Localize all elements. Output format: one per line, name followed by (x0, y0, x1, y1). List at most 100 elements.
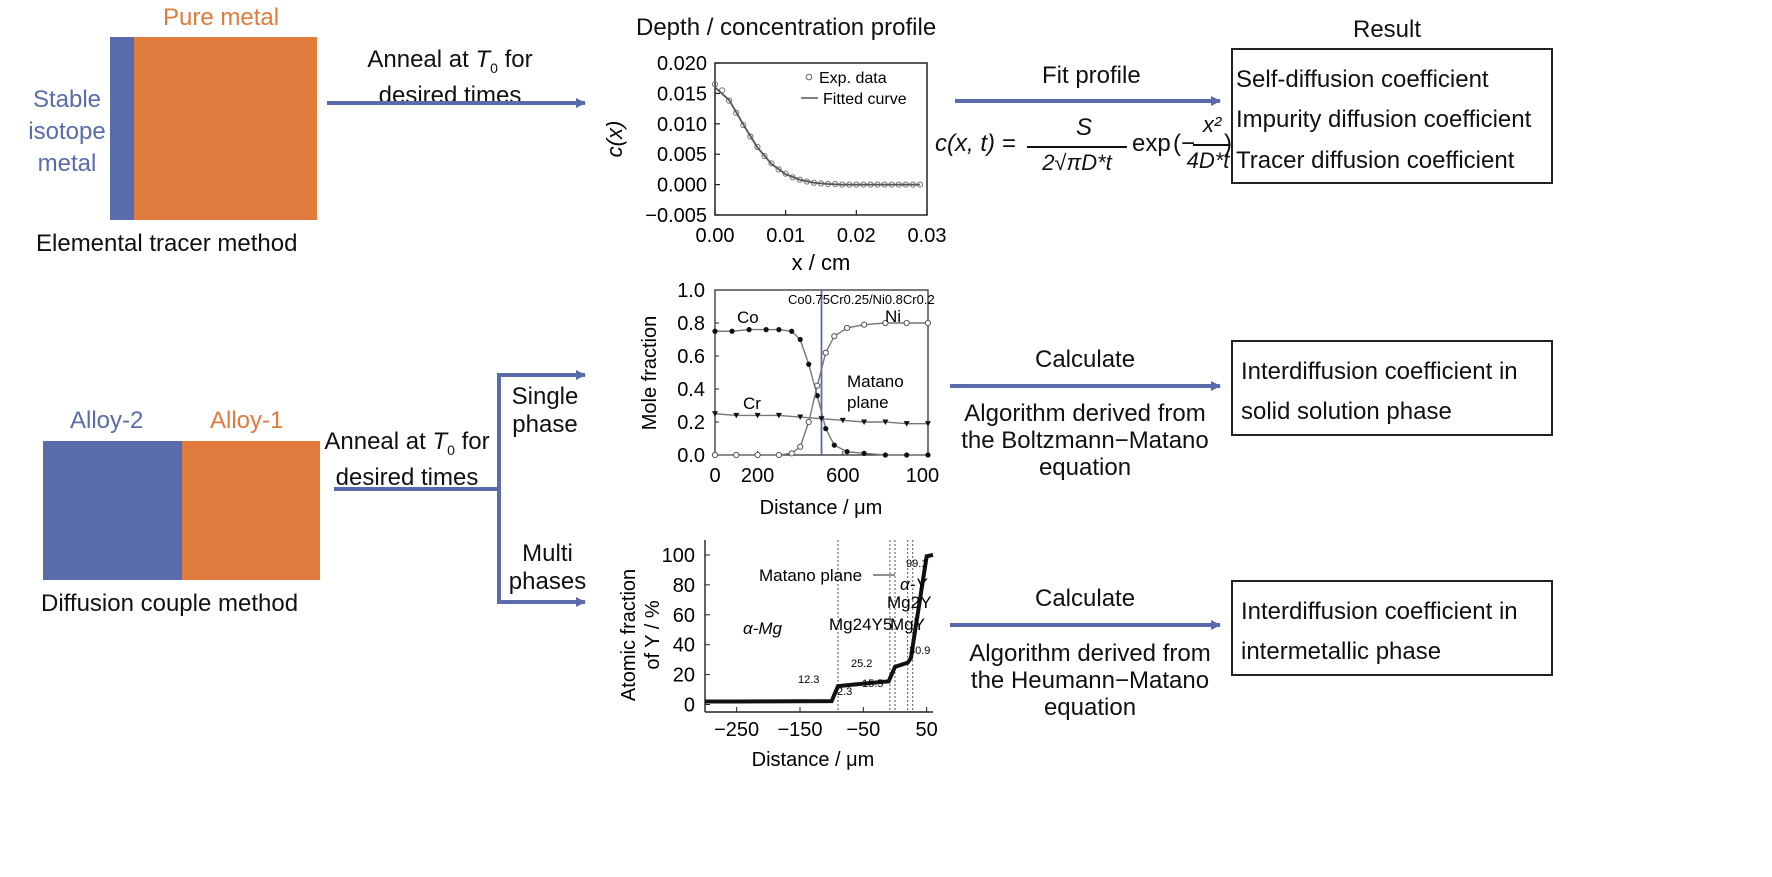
y-tick-label: 0.2 (677, 412, 705, 434)
value-25-2: 25.2 (851, 658, 872, 670)
data-point (814, 382, 821, 389)
value-99-1: 99.1 (906, 558, 927, 570)
multi-phases-label: Multi phases (508, 540, 587, 595)
single-phase-label: Single phase (511, 383, 579, 438)
cr-label: Cr (743, 394, 761, 413)
alloy2-label: Alloy-2 (70, 407, 144, 434)
data-point (797, 443, 804, 450)
data-point (839, 417, 846, 424)
x-axis-label: x / cm (792, 250, 851, 275)
data-point (861, 419, 868, 425)
data-point (733, 451, 740, 459)
alloy1-block (182, 441, 320, 580)
y-tick-label: −0.005 (645, 205, 707, 227)
mgy-label: MgY (890, 615, 925, 634)
value-30-9: 30.9 (909, 645, 930, 657)
result-item: Self-diffusion coefficient (1236, 66, 1489, 93)
y-tick-label: 40 (673, 635, 695, 657)
data-point (806, 361, 812, 367)
y-tick-label: 0.005 (657, 144, 707, 166)
data-point (882, 419, 889, 425)
heumann-algorithm-text: Algorithm derived from the Heumann−Matano… (969, 640, 1211, 721)
plane-label-2: plane (847, 393, 889, 412)
data-point (882, 319, 889, 327)
data-point (844, 449, 850, 455)
fitted-curve (714, 86, 920, 186)
y-tick-label: 0.6 (677, 346, 705, 368)
matano-label: Matano (847, 372, 904, 391)
data-point (861, 450, 867, 456)
y-axis-label: Mole fraction (639, 316, 661, 431)
data-point (925, 421, 931, 427)
legend-fit: Fitted curve (823, 91, 907, 108)
x-tick-label: 0.00 (696, 225, 735, 247)
x-tick-label: 0.03 (908, 225, 947, 247)
result-item: Impurity diffusion coefficient (1236, 106, 1532, 133)
result-box-tracer: Self-diffusion coefficient Impurity diff… (1231, 48, 1553, 184)
concentration-profile (705, 553, 934, 704)
alpha-mg-label: α-Mg (743, 619, 783, 638)
data-point (882, 452, 888, 458)
data-point (782, 170, 789, 177)
result-title: Result (1353, 16, 1422, 43)
x-tick-label: −250 (714, 719, 759, 741)
plot-frame (714, 62, 928, 216)
data-point (797, 336, 803, 343)
co-label: Co (737, 308, 759, 327)
y-tick-label: 0.4 (677, 379, 705, 401)
x-tick-label: −150 (777, 719, 822, 741)
mg24y5-label: Mg24Y5 (829, 615, 892, 634)
data-point (747, 133, 754, 140)
tracer-method-caption: Elemental tracer method (36, 230, 298, 257)
result-item: solid solution phase (1241, 398, 1452, 425)
mg2y-label: Mg2Y (887, 593, 931, 612)
pure-metal-block (134, 37, 317, 220)
anneal-label-2: Anneal at T0 for desired times (324, 428, 490, 491)
alloy1-label: Alloy-1 (210, 407, 284, 434)
profile-chart: 0.00 0.01 0.02 0.03 −0.005 0.000 0.005 0.010 0.0… (602, 53, 947, 275)
result-box-intermetallic: Interdiffusion coefficient in intermetal… (1231, 580, 1553, 676)
data-point (754, 143, 761, 151)
y-tick-label: 100 (662, 545, 695, 567)
y-axis-label-2: of Y / % (642, 600, 664, 670)
fit-equation: c(x, t) = S 2√πD*t exp (− x² 4D*t ) (935, 112, 1232, 175)
data-point (712, 328, 718, 334)
y-axis-label-1: Atomic fraction (618, 569, 640, 701)
pure-metal-label: Pure metal (163, 4, 280, 31)
data-point (746, 327, 752, 333)
stable-isotope-label: Stable isotope metal (28, 86, 106, 177)
legend-exp: Exp. data (819, 70, 887, 87)
result-item: Interdiffusion coefficient in (1241, 358, 1518, 385)
data-point (789, 328, 795, 334)
value-2-3: 2.3 (837, 686, 852, 698)
y-tick-label: 0 (684, 695, 695, 717)
data-point (861, 321, 868, 328)
data-point (903, 421, 910, 427)
data-point (711, 81, 719, 88)
data-point (754, 412, 761, 419)
calculate-label-1: Calculate (1035, 346, 1136, 373)
data-point (904, 452, 910, 458)
y-tick-label: 0.000 (657, 175, 707, 197)
ni-label: Ni (885, 307, 901, 326)
x-tick-label: 600 (826, 465, 859, 487)
matano-plane-label: Matano plane (759, 566, 862, 585)
y-axis-label: c(x) (602, 121, 627, 158)
data-point (711, 451, 719, 459)
series-line-co (715, 328, 928, 456)
data-point (823, 426, 829, 432)
y-tick-label: 20 (673, 665, 695, 687)
x-tick-label: 0 (709, 465, 720, 487)
data-point (733, 109, 740, 116)
anneal-label-1: Anneal at T0 for desired times (367, 46, 533, 109)
calculate-label-2: Calculate (1035, 585, 1136, 612)
data-point (843, 324, 851, 332)
y-tick-label: 0.0 (677, 445, 705, 467)
data-point (831, 333, 838, 340)
legend-marker-exp (805, 73, 813, 81)
x-tick-label: −50 (846, 719, 880, 741)
data-point (924, 319, 932, 327)
result-item: intermetallic phase (1241, 638, 1442, 665)
data-point (754, 451, 761, 459)
data-point (761, 152, 768, 160)
